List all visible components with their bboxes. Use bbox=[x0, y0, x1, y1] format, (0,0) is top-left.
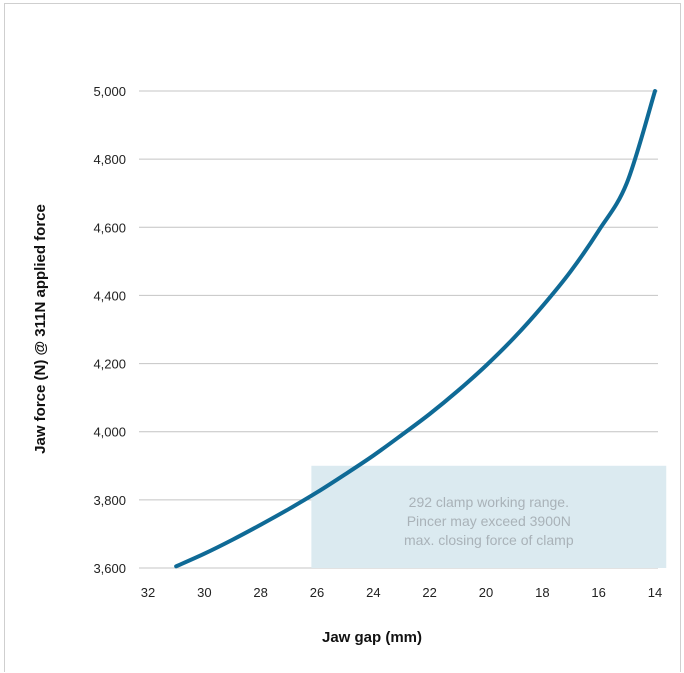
chart-frame bbox=[4, 3, 681, 672]
x-tick-label: 16 bbox=[591, 585, 605, 600]
x-tick-label: 32 bbox=[141, 585, 155, 600]
series-line-jaw-force bbox=[174, 89, 657, 569]
y-tick-label: 4,400 bbox=[93, 288, 126, 303]
y-axis-title: Jaw force (N) @ 311N applied force bbox=[32, 204, 49, 454]
x-tick-label: 30 bbox=[197, 585, 211, 600]
y-tick-label: 4,800 bbox=[93, 152, 126, 167]
x-tick-label: 22 bbox=[422, 585, 436, 600]
y-tick-label: 3,600 bbox=[93, 561, 126, 576]
x-tick-label: 26 bbox=[310, 585, 324, 600]
y-axis-tick-labels: 3,600 3,800 4,000 4,200 4,400 4,600 4,800 5,000 bbox=[93, 84, 126, 576]
x-tick-label: 28 bbox=[253, 585, 267, 600]
annotation-line-1: 292 clamp working range. bbox=[409, 494, 569, 510]
x-tick-label: 14 bbox=[648, 585, 662, 600]
x-tick-label: 18 bbox=[535, 585, 549, 600]
y-tick-label: 5,000 bbox=[93, 84, 126, 99]
working-range-annotation-box bbox=[311, 465, 667, 568]
x-axis-title: Jaw gap (mm) bbox=[322, 629, 422, 646]
annotation-line-2: Pincer may exceed 3900N bbox=[407, 513, 571, 529]
x-tick-label: 24 bbox=[366, 585, 380, 600]
x-axis-tick-labels: 32 30 28 26 24 22 20 18 16 14 bbox=[141, 585, 662, 600]
annotation-line-3: max. closing force of clamp bbox=[404, 532, 574, 548]
y-tick-label: 4,600 bbox=[93, 220, 126, 235]
working-range-annotation-text: 292 clamp working range. Pincer may exce… bbox=[404, 494, 574, 548]
y-tick-label: 3,800 bbox=[93, 493, 126, 508]
y-tick-label: 4,000 bbox=[93, 425, 126, 440]
x-tick-label: 20 bbox=[479, 585, 493, 600]
grid-lines bbox=[139, 90, 658, 569]
y-tick-label: 4,200 bbox=[93, 357, 126, 372]
